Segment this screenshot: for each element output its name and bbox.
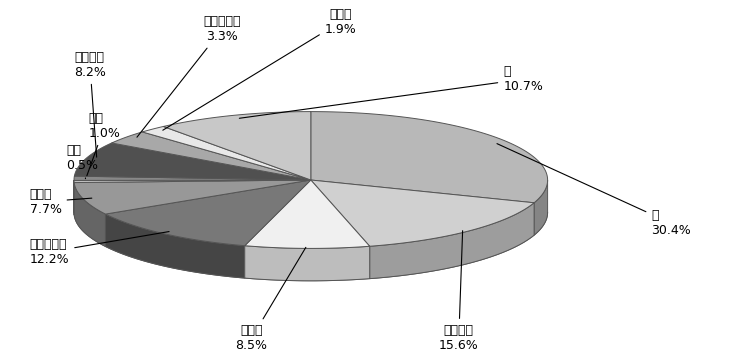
Polygon shape xyxy=(311,112,548,203)
Text: その他親族
12.2%: その他親族 12.2% xyxy=(30,231,169,266)
Text: その他
1.9%: その他 1.9% xyxy=(163,8,356,130)
Text: 配偶者
8.5%: 配偶者 8.5% xyxy=(235,247,306,352)
Text: 親
10.7%: 親 10.7% xyxy=(239,65,543,118)
Polygon shape xyxy=(164,112,311,180)
Text: 弁護士
7.7%: 弁護士 7.7% xyxy=(30,188,92,216)
Text: 知人
0.5%: 知人 0.5% xyxy=(67,144,98,179)
Polygon shape xyxy=(245,246,370,281)
Polygon shape xyxy=(74,176,311,180)
Polygon shape xyxy=(534,180,548,235)
Text: 法人
1.0%: 法人 1.0% xyxy=(87,112,121,176)
Polygon shape xyxy=(74,180,311,214)
Text: 子
30.4%: 子 30.4% xyxy=(497,144,691,237)
Polygon shape xyxy=(142,126,311,180)
Polygon shape xyxy=(75,143,311,180)
Polygon shape xyxy=(112,132,311,180)
Polygon shape xyxy=(311,180,534,246)
Text: 社会福祉士
3.3%: 社会福祉士 3.3% xyxy=(137,15,240,137)
Polygon shape xyxy=(106,214,245,278)
Text: 司法書士
8.2%: 司法書士 8.2% xyxy=(74,51,106,157)
Polygon shape xyxy=(245,180,370,248)
Polygon shape xyxy=(106,180,311,246)
Polygon shape xyxy=(74,183,106,247)
Polygon shape xyxy=(74,180,311,183)
Polygon shape xyxy=(370,203,534,279)
Text: 兄弟姉妹
15.6%: 兄弟姉妹 15.6% xyxy=(439,231,479,352)
